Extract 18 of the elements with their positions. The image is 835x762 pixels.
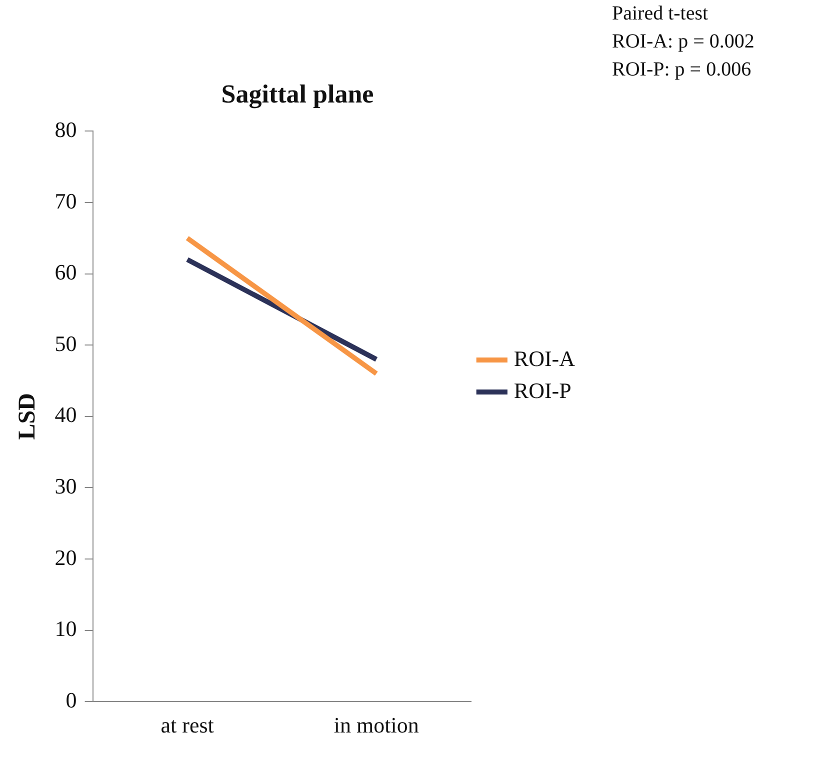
text: ROI-P: p = 0.006 xyxy=(612,58,752,80)
text: ROI-A: p = 0.002 xyxy=(612,30,754,52)
y-tick-label: 60 xyxy=(54,260,77,285)
legend-label: ROI-A xyxy=(514,346,576,371)
y-axis-title: LSD xyxy=(14,393,41,440)
y-tick-label: 70 xyxy=(54,188,77,214)
y-tick-label: 40 xyxy=(54,402,77,428)
y-tick-label: 80 xyxy=(54,116,77,142)
y-tick-label: 20 xyxy=(54,544,77,570)
y-tick-label: 50 xyxy=(54,330,77,356)
y-tick-label: 0 xyxy=(66,687,77,712)
y-tick-label: 10 xyxy=(54,616,77,642)
y-tick-label: 30 xyxy=(54,473,77,498)
legend-label: ROI-P xyxy=(514,378,572,403)
x-tick-label: in motion xyxy=(334,712,419,738)
chart-title: Sagittal plane xyxy=(221,79,374,108)
x-tick-label: at rest xyxy=(160,712,214,738)
text: Paired t-test xyxy=(612,2,709,24)
